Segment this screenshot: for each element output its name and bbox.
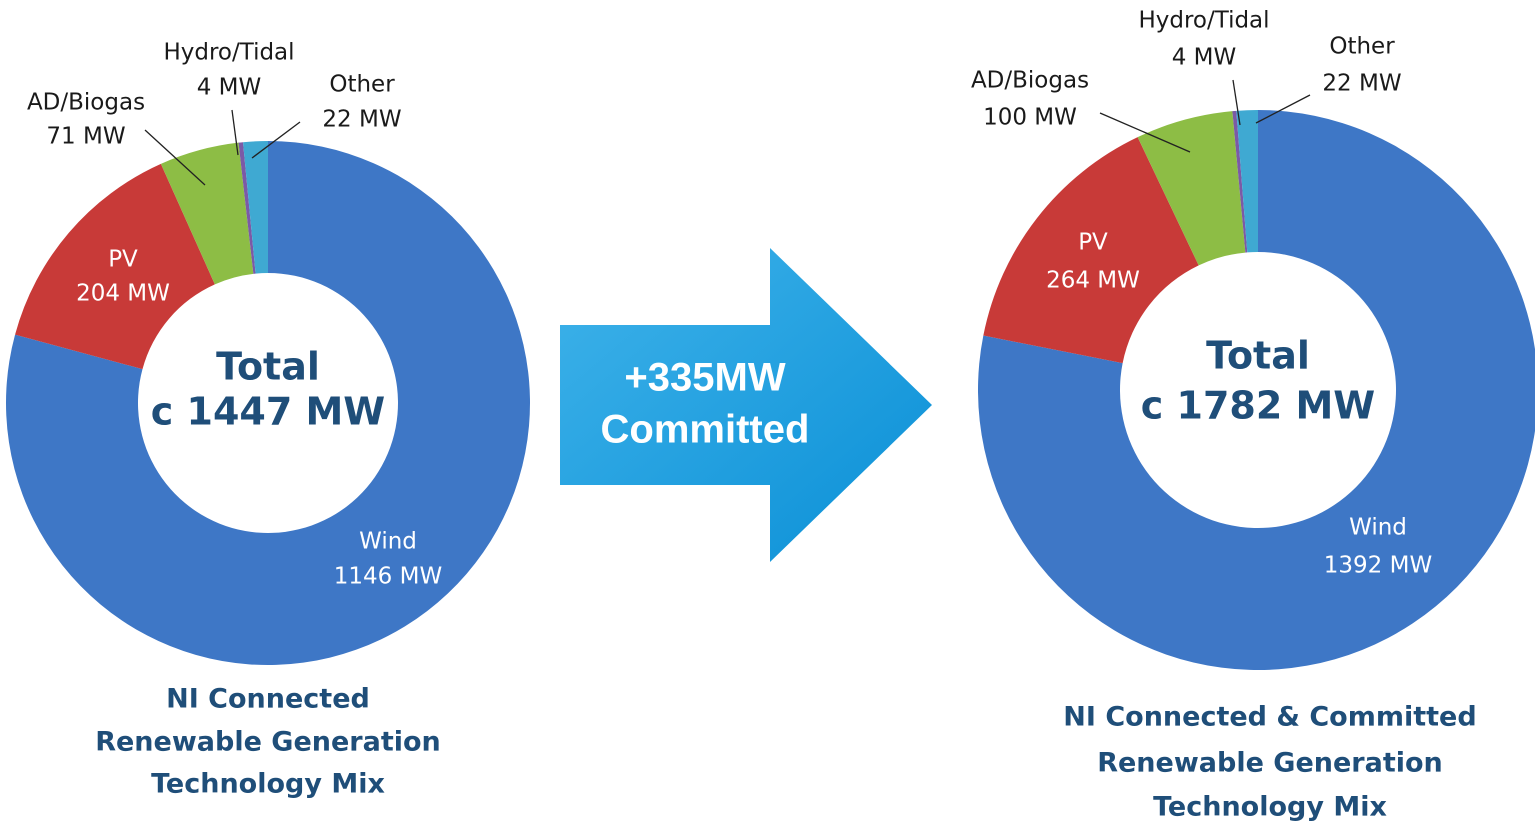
- slice-label: PV: [108, 247, 138, 273]
- leader-line: [1232, 79, 1241, 126]
- leader-line: [251, 121, 301, 159]
- slice-value-label: 100 MW: [983, 105, 1077, 131]
- donut-slice: [1236, 110, 1258, 253]
- chart-title: Technology Mix: [151, 769, 385, 800]
- donut-slice: [983, 137, 1199, 364]
- donut-slice: [1232, 110, 1248, 253]
- donut-slice: [160, 142, 254, 285]
- slice-value-label: 71 MW: [46, 124, 125, 150]
- donut-slice: [978, 110, 1535, 670]
- slice-label: AD/Biogas: [971, 68, 1089, 94]
- slice-label: Hydro/Tidal: [163, 40, 294, 66]
- donut-slice: [238, 142, 256, 274]
- center-label: Total: [1206, 334, 1310, 378]
- chart-title: Renewable Generation: [1097, 748, 1443, 779]
- slice-label: Other: [329, 72, 395, 98]
- leader-line: [144, 129, 206, 186]
- center-label: Total: [216, 345, 320, 389]
- slice-value-label: 1146 MW: [334, 564, 442, 590]
- slice-value-label: 22 MW: [322, 107, 401, 133]
- slice-label: Other: [1329, 34, 1395, 60]
- slice-label: AD/Biogas: [27, 90, 145, 116]
- chart-title: NI Connected: [166, 684, 370, 715]
- arrow-label: Committed: [601, 408, 810, 452]
- leader-line: [231, 109, 239, 156]
- donut-slice: [1137, 111, 1246, 266]
- chart-title: Technology Mix: [1153, 792, 1387, 823]
- slice-value-label: 264 MW: [1046, 268, 1140, 294]
- donut-slice: [15, 163, 215, 370]
- donut-slice: [6, 141, 531, 665]
- slice-value-label: 4 MW: [1172, 45, 1237, 71]
- slice-label: Hydro/Tidal: [1138, 8, 1269, 34]
- slice-value-label: 1392 MW: [1324, 553, 1432, 579]
- slice-value-label: 204 MW: [76, 281, 170, 307]
- arrow-label: +335MW: [624, 356, 785, 400]
- slice-value-label: 4 MW: [197, 75, 262, 101]
- slice-label: PV: [1078, 230, 1108, 256]
- chart-title: NI Connected & Committed: [1063, 702, 1476, 733]
- slice-value-label: 22 MW: [1322, 71, 1401, 97]
- arrow: [560, 248, 932, 562]
- donut-slice: [243, 141, 268, 274]
- center-label: c 1447 MW: [151, 390, 385, 434]
- chart-title: Renewable Generation: [95, 727, 441, 758]
- slice-label: Wind: [359, 529, 417, 555]
- center-label: c 1782 MW: [1141, 384, 1375, 428]
- slice-label: Wind: [1349, 515, 1407, 541]
- leader-line: [1255, 94, 1311, 124]
- leader-line: [1099, 112, 1191, 153]
